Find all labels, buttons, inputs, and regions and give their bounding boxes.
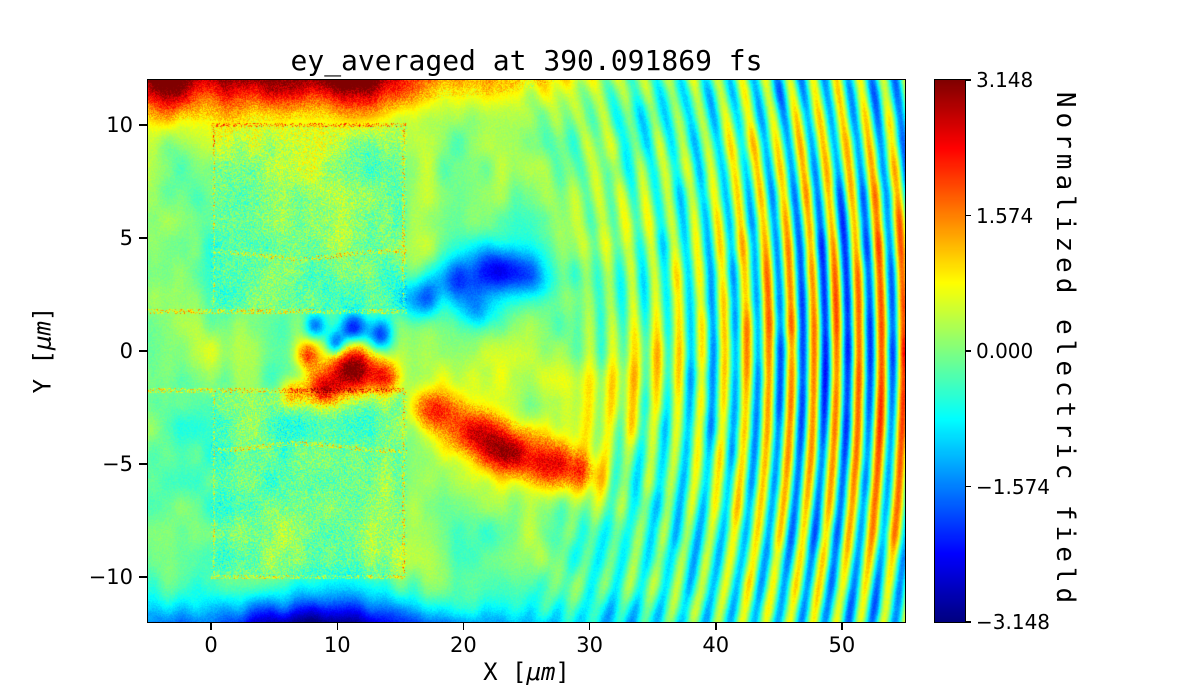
- x-tick-mark: [462, 622, 465, 630]
- x-axis-label-units: μm: [526, 658, 556, 686]
- x-tick-mark: [715, 622, 717, 630]
- colorbar-tick-label: 3.148: [976, 68, 1034, 92]
- x-tick-label: 0: [204, 633, 218, 657]
- heatmap-canvas: [148, 80, 905, 622]
- x-tick-mark: [588, 622, 591, 630]
- x-axis-label-prefix: X [: [483, 658, 527, 686]
- x-axis-label-suffix: ]: [555, 658, 570, 686]
- y-axis-label-prefix: Y [: [28, 350, 57, 394]
- y-tick-mark: [139, 463, 147, 465]
- colorbar-tick-label: 1.574: [976, 203, 1034, 228]
- colorbar-tick-label: −1.574: [976, 474, 1051, 499]
- colorbar-tick-mark: [965, 485, 971, 488]
- y-tick-label: 0: [119, 339, 133, 363]
- y-tick-label: −5: [102, 451, 133, 476]
- plot-area: [147, 79, 906, 623]
- colorbar-tick-mark: [965, 79, 971, 81]
- y-axis-label-suffix: ]: [28, 306, 57, 322]
- y-axis-label: Y [μm]: [15, 79, 70, 621]
- colorbar-tick-mark: [965, 214, 971, 217]
- colorbar-label: Normalized electric field: [1030, 79, 1100, 621]
- x-tick-mark: [210, 622, 212, 630]
- x-tick-label: 10: [323, 633, 351, 657]
- colorbar-tick-mark: [965, 350, 971, 352]
- colorbar-label-text: Normalized electric field: [1050, 91, 1080, 609]
- y-tick-mark: [139, 350, 147, 352]
- x-tick-mark: [841, 622, 843, 630]
- x-tick-label: 50: [828, 633, 856, 657]
- y-axis-label-units: μm: [28, 321, 57, 350]
- colorbar-canvas: [935, 80, 965, 622]
- y-tick-mark: [139, 237, 147, 239]
- y-tick-label: 10: [106, 113, 133, 138]
- x-tick-label: 40: [702, 633, 730, 657]
- colorbar-tick-label: 0.000: [976, 339, 1034, 363]
- plot-title: ey_averaged at 390.091869 fs: [290, 44, 763, 77]
- x-tick-label: 30: [576, 633, 603, 657]
- colorbar-tick-mark: [965, 621, 971, 623]
- x-axis-label: X [μm]: [148, 658, 905, 686]
- y-axis-label-text: Y [μm]: [29, 307, 57, 394]
- y-tick-mark: [139, 576, 147, 578]
- x-tick-mark: [336, 622, 338, 630]
- y-tick-label: −10: [88, 564, 133, 589]
- y-tick-mark: [139, 124, 147, 126]
- colorbar: [934, 79, 966, 623]
- y-tick-label: 5: [119, 226, 133, 251]
- colorbar-tick-label: −3.148: [976, 610, 1051, 634]
- x-tick-label: 20: [450, 633, 477, 657]
